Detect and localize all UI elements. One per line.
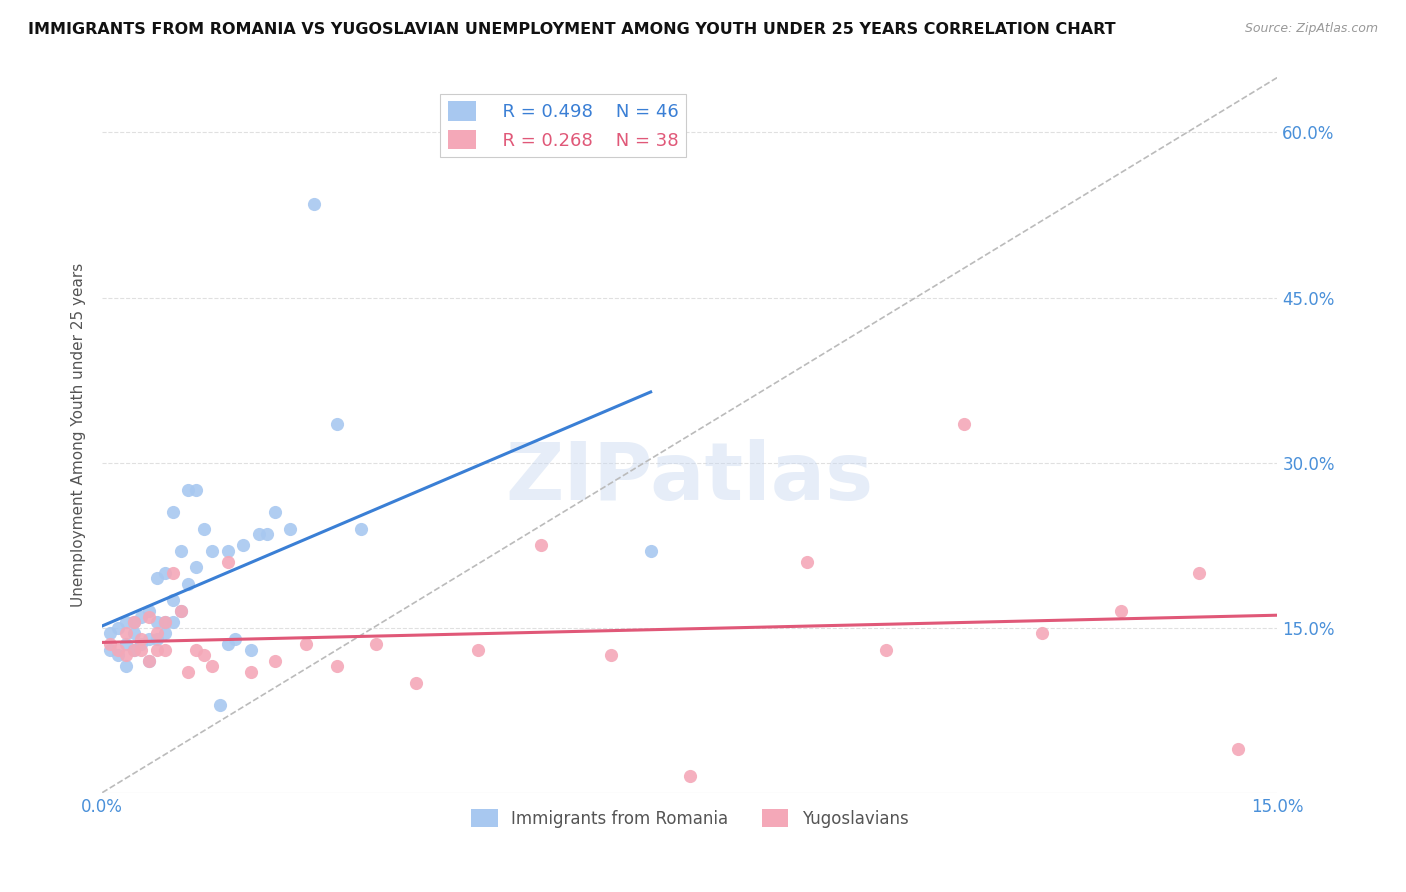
Point: [208, 698, 231, 712]
Point: [326, 659, 349, 673]
Point: [600, 648, 623, 662]
Point: [114, 626, 136, 640]
Point: [177, 665, 200, 679]
Point: [177, 483, 200, 497]
Point: [186, 642, 208, 657]
Point: [193, 522, 215, 536]
Point: [679, 769, 702, 783]
Point: [201, 543, 224, 558]
Point: [107, 621, 129, 635]
Point: [224, 632, 246, 646]
Point: [278, 522, 301, 536]
Point: [186, 560, 208, 574]
Point: [350, 522, 373, 536]
Point: [138, 609, 160, 624]
Point: [138, 654, 160, 668]
Point: [186, 483, 208, 497]
Legend: Immigrants from Romania, Yugoslavians: Immigrants from Romania, Yugoslavians: [464, 803, 915, 834]
Point: [153, 642, 176, 657]
Point: [122, 642, 145, 657]
Text: ZIPatlas: ZIPatlas: [506, 439, 875, 517]
Point: [256, 527, 278, 541]
Point: [530, 538, 553, 552]
Point: [169, 604, 191, 618]
Point: [162, 566, 184, 580]
Point: [953, 417, 976, 431]
Point: [875, 642, 897, 657]
Point: [138, 654, 160, 668]
Point: [114, 659, 136, 673]
Point: [153, 566, 176, 580]
Point: [169, 604, 191, 618]
Point: [263, 505, 285, 519]
Point: [366, 637, 388, 651]
Point: [131, 609, 153, 624]
Point: [1031, 626, 1053, 640]
Point: [217, 637, 239, 651]
Point: [302, 197, 325, 211]
Point: [217, 555, 239, 569]
Point: [240, 665, 263, 679]
Point: [169, 543, 191, 558]
Point: [326, 417, 349, 431]
Point: [131, 642, 153, 657]
Point: [177, 576, 200, 591]
Point: [467, 642, 489, 657]
Point: [122, 615, 145, 629]
Point: [146, 626, 169, 640]
Point: [1109, 604, 1132, 618]
Point: [131, 637, 153, 651]
Point: [146, 632, 169, 646]
Point: [162, 615, 184, 629]
Point: [295, 637, 318, 651]
Point: [162, 505, 184, 519]
Point: [122, 642, 145, 657]
Point: [247, 527, 270, 541]
Point: [146, 642, 169, 657]
Point: [405, 675, 427, 690]
Text: IMMIGRANTS FROM ROMANIA VS YUGOSLAVIAN UNEMPLOYMENT AMONG YOUTH UNDER 25 YEARS C: IMMIGRANTS FROM ROMANIA VS YUGOSLAVIAN U…: [28, 22, 1116, 37]
Point: [122, 626, 145, 640]
Text: Source: ZipAtlas.com: Source: ZipAtlas.com: [1244, 22, 1378, 36]
Point: [146, 571, 169, 585]
Point: [114, 615, 136, 629]
Point: [232, 538, 254, 552]
Y-axis label: Unemployment Among Youth under 25 years: Unemployment Among Youth under 25 years: [72, 263, 86, 607]
Point: [98, 637, 121, 651]
Point: [1188, 566, 1211, 580]
Point: [114, 637, 136, 651]
Point: [138, 632, 160, 646]
Point: [107, 648, 129, 662]
Point: [153, 615, 176, 629]
Point: [153, 626, 176, 640]
Point: [263, 654, 285, 668]
Point: [796, 555, 818, 569]
Point: [153, 615, 176, 629]
Point: [217, 543, 239, 558]
Point: [98, 626, 121, 640]
Point: [146, 615, 169, 629]
Point: [640, 543, 662, 558]
Point: [162, 593, 184, 607]
Point: [1227, 741, 1250, 756]
Point: [131, 632, 153, 646]
Point: [193, 648, 215, 662]
Point: [138, 604, 160, 618]
Point: [114, 648, 136, 662]
Point: [98, 642, 121, 657]
Point: [122, 615, 145, 629]
Point: [240, 642, 263, 657]
Point: [201, 659, 224, 673]
Point: [107, 642, 129, 657]
